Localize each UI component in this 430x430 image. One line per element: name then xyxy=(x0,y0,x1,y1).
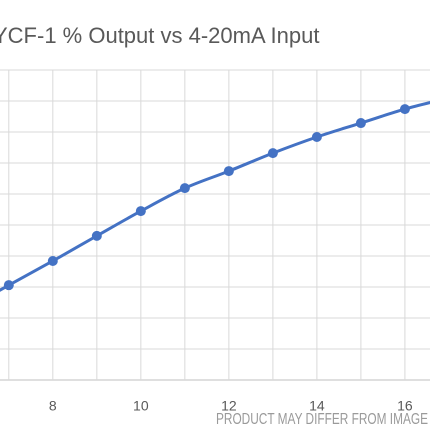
watermark: PRODUCT MAY DIFFER FROM IMAGE xyxy=(216,411,428,428)
data-point xyxy=(3,280,14,291)
x-tick-label: 8 xyxy=(49,398,57,414)
data-point xyxy=(47,255,58,266)
x-tick-label: 10 xyxy=(133,398,149,414)
data-point xyxy=(311,131,322,142)
x-tick-label: 14 xyxy=(309,398,325,414)
plot-area xyxy=(0,69,430,381)
data-point xyxy=(91,230,102,241)
data-point xyxy=(267,148,278,159)
chart-title: YCF-1 % Output vs 4-20mA Input xyxy=(0,23,319,48)
x-tick-label: 16 xyxy=(397,398,413,414)
data-point xyxy=(223,166,234,177)
data-point xyxy=(355,118,366,129)
data-point xyxy=(179,183,190,194)
x-tick-label: 12 xyxy=(221,398,237,414)
data-point xyxy=(135,206,146,217)
data-point xyxy=(399,104,410,115)
series-line xyxy=(0,101,430,292)
